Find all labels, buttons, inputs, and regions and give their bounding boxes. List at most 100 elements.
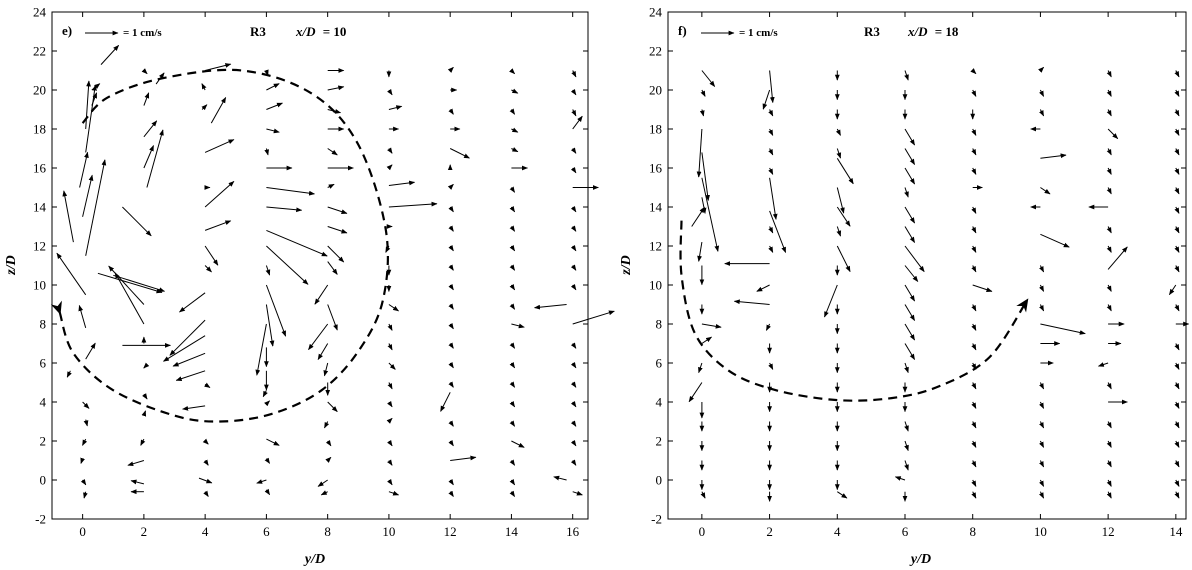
velocity-vector — [1039, 460, 1045, 468]
velocity-vector — [142, 393, 148, 400]
velocity-vector — [1097, 362, 1109, 367]
velocity-vector — [266, 187, 315, 196]
x-tick-label: 6 — [902, 524, 909, 539]
y-tick-label: 6 — [656, 356, 663, 371]
plot-frame — [51, 11, 589, 520]
velocity-vector — [1106, 70, 1112, 78]
velocity-vector — [509, 264, 516, 271]
velocity-vector — [836, 158, 854, 185]
velocity-vector — [80, 457, 85, 464]
velocity-vector — [198, 477, 213, 484]
velocity-vector — [1174, 226, 1180, 234]
velocity-vector — [971, 148, 977, 156]
velocity-vector — [509, 303, 516, 310]
x-tick-label: 0 — [79, 524, 86, 539]
velocity-vector — [143, 120, 158, 138]
velocity-vector — [85, 342, 96, 360]
x-tick-label: 14 — [1169, 524, 1183, 539]
velocity-vector — [388, 490, 400, 496]
velocity-vector — [1038, 66, 1045, 73]
velocity-vector — [203, 490, 209, 497]
velocity-vector — [572, 115, 583, 130]
velocity-vector — [570, 439, 577, 447]
velocity-vector — [700, 491, 706, 499]
velocity-vector — [765, 323, 771, 331]
velocity-vector — [1040, 233, 1070, 248]
velocity-vector — [264, 488, 271, 496]
vortex-path — [679, 220, 1029, 402]
velocity-vector — [971, 128, 977, 136]
velocity-vector — [769, 210, 787, 254]
velocity-vector — [509, 225, 516, 232]
velocity-vector — [1106, 382, 1112, 390]
velocity-vector — [1174, 401, 1180, 409]
velocity-vector — [904, 460, 909, 471]
location-label: x/D = 18 — [907, 24, 959, 39]
velocity-vector — [701, 323, 722, 329]
x-tick-label: 12 — [444, 524, 457, 539]
velocity-vector — [323, 362, 329, 377]
velocity-vector — [450, 455, 477, 461]
velocity-vector — [324, 421, 330, 429]
velocity-vector — [448, 361, 454, 369]
velocity-vector — [440, 392, 451, 412]
velocity-vector — [320, 490, 328, 496]
velocity-vector — [1174, 440, 1180, 448]
velocity-vector — [971, 382, 977, 390]
velocity-vector — [972, 284, 993, 292]
velocity-vector — [448, 283, 454, 291]
velocity-vector — [1039, 401, 1045, 409]
velocity-vector — [266, 128, 280, 134]
velocity-vector — [1040, 187, 1051, 195]
velocity-vector — [511, 147, 519, 153]
velocity-vector — [971, 304, 977, 312]
velocity-vector — [570, 283, 577, 291]
velocity-vector — [1106, 167, 1112, 175]
velocity-vector — [155, 72, 165, 85]
velocity-vector — [308, 323, 329, 351]
velocity-vector — [141, 68, 148, 75]
velocity-vector — [387, 88, 393, 96]
velocity-vector — [266, 438, 280, 446]
velocity-vector — [756, 284, 770, 292]
x-tick-label: 10 — [382, 524, 395, 539]
velocity-vector — [1174, 245, 1180, 253]
velocity-vector — [448, 478, 454, 486]
velocity-vector — [1106, 109, 1112, 117]
velocity-vector — [1039, 265, 1045, 273]
velocity-vector — [768, 148, 774, 156]
velocity-vector — [204, 181, 235, 208]
velocity-vector — [511, 323, 525, 329]
velocity-vector — [1174, 362, 1180, 370]
velocity-vector — [387, 439, 393, 447]
velocity-vector — [448, 342, 454, 349]
velocity-vector — [904, 440, 909, 452]
velocity-vector — [62, 190, 74, 243]
velocity-vector — [733, 299, 770, 305]
velocity-vector — [85, 159, 107, 256]
velocity-vector — [904, 362, 909, 374]
velocity-vector — [696, 128, 703, 178]
velocity-vector — [971, 206, 977, 214]
velocity-vector — [971, 245, 977, 253]
velocity-vector — [701, 70, 716, 87]
velocity-vector — [266, 206, 303, 213]
velocity-vector — [835, 128, 841, 136]
location-label-prefix: x/D — [907, 24, 928, 39]
velocity-vector — [146, 129, 164, 188]
velocity-vector — [509, 205, 516, 213]
plot-frame — [667, 11, 1187, 520]
x-tick-label: 12 — [1102, 524, 1115, 539]
velocity-vector — [266, 83, 280, 91]
y-tick-label: 24 — [33, 5, 47, 20]
velocity-vector — [971, 362, 977, 370]
velocity-vector — [1174, 382, 1180, 390]
y-tick-label: 14 — [649, 200, 663, 215]
velocity-vector — [327, 304, 338, 331]
velocity-vector — [1106, 226, 1112, 234]
velocity-vector — [266, 229, 328, 257]
velocity-vector — [1106, 245, 1112, 253]
velocity-vector — [1174, 206, 1180, 214]
velocity-vector — [387, 459, 393, 466]
